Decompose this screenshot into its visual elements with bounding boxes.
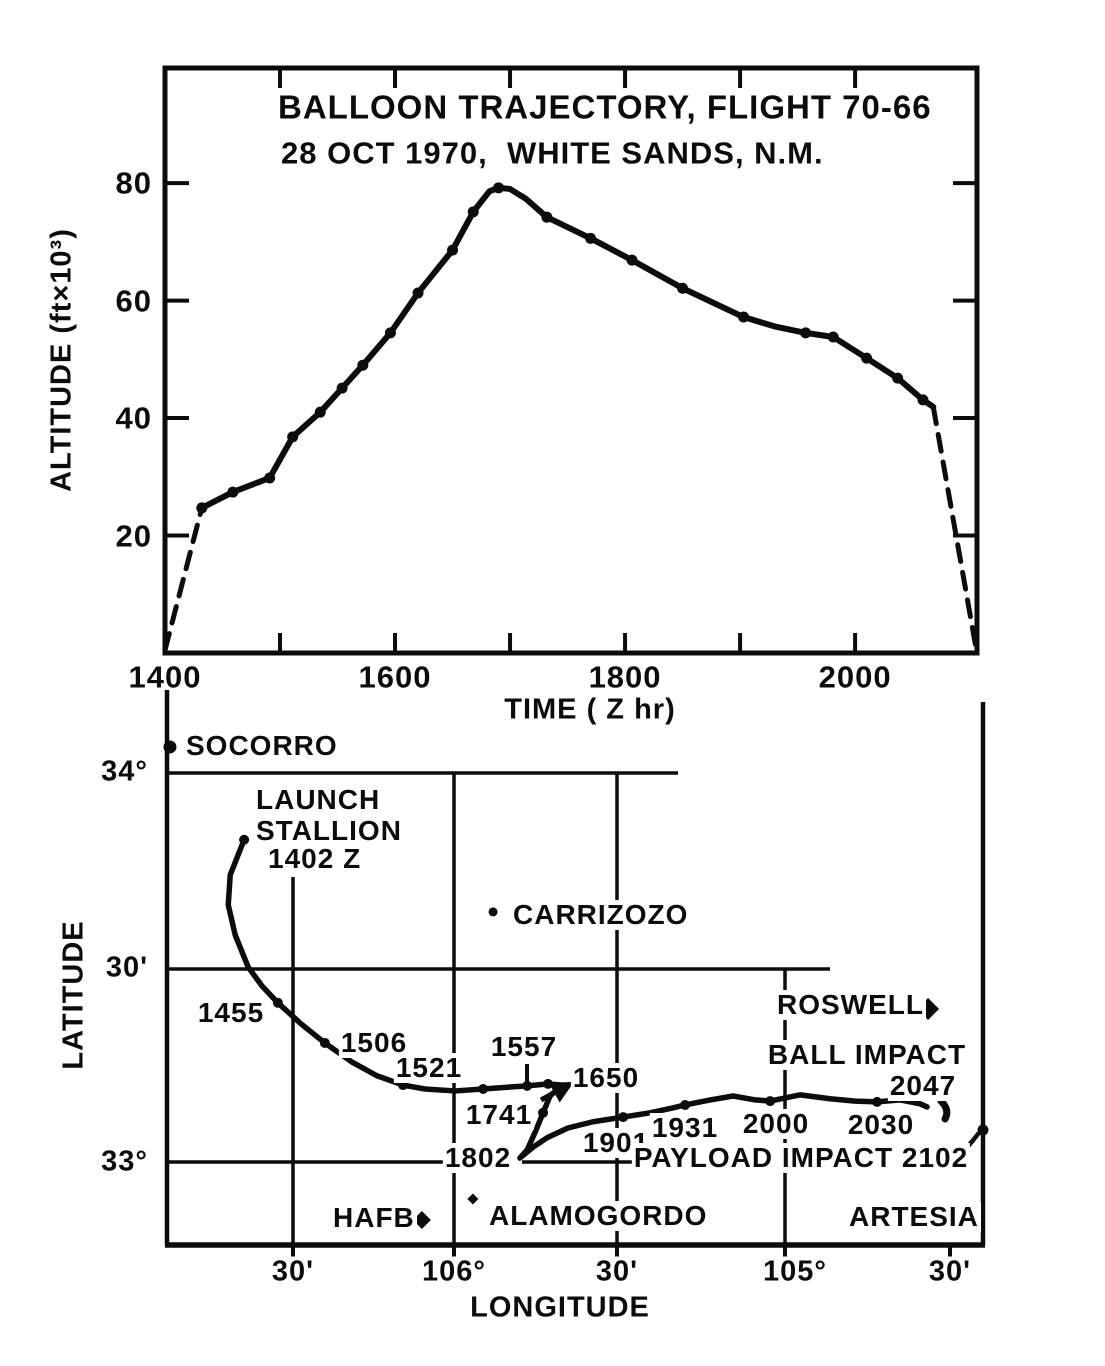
track-data-point — [319, 1037, 330, 1048]
track-data-point — [543, 1078, 554, 1089]
waypoint-time-label: 2030 — [845, 1109, 917, 1140]
figure-title-line2: 28 OCT 1970, WHITE SANDS, N.M. — [281, 135, 824, 171]
time-tick-label: 1800 — [588, 659, 662, 695]
altitude-data-point — [314, 406, 326, 418]
altitude-data-point — [541, 211, 553, 223]
launch-annotation-line: LAUNCH — [256, 784, 381, 815]
waypoint-time-label: 1650 — [570, 1062, 642, 1093]
track-data-point — [522, 1080, 533, 1091]
town-marker-diamond — [412, 1211, 431, 1230]
town-label-carrizozo: CARRIZOZO — [511, 899, 691, 930]
altitude-axis-title: ALTITUDE (ft×10³) — [45, 228, 78, 492]
altitude-data-point — [892, 372, 904, 384]
time-tick-label: 2000 — [818, 659, 892, 695]
track-data-point — [872, 1096, 883, 1107]
altitude-tick-label: 40 — [115, 400, 152, 436]
altitude-ascent-dashed — [162, 505, 205, 653]
launch-annotation-line: 1402 Z — [268, 843, 362, 874]
altitude-chart-frame — [162, 65, 980, 656]
town-label-socorro: SOCORRO — [184, 730, 340, 761]
time-tick-label: 1600 — [358, 659, 432, 695]
payload-impact-point — [977, 1124, 989, 1136]
latitude-tick-label: 30' — [103, 951, 150, 984]
waypoint-time-label: 2000 — [740, 1108, 812, 1139]
longitude-tick-label: 30' — [926, 1255, 974, 1288]
latitude-axis-title: LATITUDE — [57, 920, 90, 1070]
town-label-roswell: ROSWELL — [775, 989, 926, 1020]
altitude-data-point — [585, 232, 597, 244]
altitude-data-point — [357, 359, 369, 371]
time-tick-label: 1400 — [128, 659, 202, 695]
track-data-point — [765, 1096, 776, 1107]
altitude-data-point — [677, 282, 689, 294]
town-label-artesia: ARTESIA — [847, 1201, 981, 1232]
altitude-flight-solid — [198, 184, 937, 511]
longitude-tick-label: 30' — [593, 1255, 641, 1288]
town-label-alamogordo: ALAMOGORDO — [487, 1200, 710, 1231]
waypoint-time-label: 1455 — [195, 997, 267, 1028]
altitude-data-point — [800, 327, 812, 339]
longitude-tick-label: 106° — [420, 1255, 488, 1288]
turnaround-arrow — [539, 1081, 574, 1103]
ball-impact-time-label: 2047 — [887, 1070, 959, 1101]
altitude-data-point — [412, 287, 424, 299]
latitude-tick-label: 34° — [99, 755, 150, 788]
track-data-point — [239, 834, 250, 845]
figure-title-line1: BALLOON TRAJECTORY, FLIGHT 70-66 — [278, 88, 932, 126]
town-marker-diamond — [467, 1193, 479, 1205]
altitude-data-point — [196, 502, 208, 514]
track-data-point — [538, 1107, 549, 1118]
altitude-descent-dashed — [930, 404, 979, 650]
town-marker-dot — [488, 907, 498, 917]
altitude-tick-label: 60 — [115, 283, 152, 319]
altitude-data-point — [626, 254, 638, 266]
time-axis-title: TIME ( Z hr) — [504, 693, 676, 726]
altitude-data-point — [493, 182, 505, 194]
track-data-point — [478, 1083, 489, 1094]
latitude-tick-label: 33° — [99, 1145, 150, 1178]
payload-impact-label: PAYLOAD IMPACT 2102 — [631, 1142, 971, 1173]
longitude-axis-title: LONGITUDE — [470, 1291, 650, 1324]
altitude-data-point — [827, 331, 839, 343]
altitude-data-point — [336, 382, 348, 394]
altitude-data-point — [227, 486, 239, 498]
altitude-data-point — [738, 311, 750, 323]
altitude-data-point — [447, 244, 459, 256]
altitude-data-point — [287, 431, 299, 443]
ball-impact-mark — [937, 1097, 951, 1123]
town-label-hafb: HAFB — [331, 1202, 417, 1233]
ball-impact-label: BALL IMPACT — [765, 1039, 969, 1070]
altitude-data-point — [917, 394, 929, 406]
track-data-point — [272, 997, 283, 1008]
waypoint-time-label: 1521 — [393, 1052, 465, 1083]
track-data-point — [680, 1099, 691, 1110]
altitude-tick-label: 20 — [115, 518, 152, 554]
track-data-point — [618, 1112, 629, 1123]
altitude-data-point — [264, 472, 276, 484]
longitude-tick-label: 105° — [761, 1255, 829, 1288]
altitude-data-point — [384, 327, 396, 339]
altitude-data-point — [861, 352, 873, 364]
waypoint-time-label: 1802 — [442, 1142, 514, 1173]
altitude-tick-label: 80 — [115, 165, 152, 201]
waypoint-time-label: 1741 — [463, 1099, 535, 1130]
waypoint-time-label: 1931 — [649, 1112, 721, 1143]
launch-annotation-line: STALLION — [256, 815, 402, 846]
waypoint-time-label: 1557 — [488, 1031, 560, 1062]
longitude-tick-label: 30' — [269, 1255, 317, 1288]
town-marker-dot — [163, 740, 177, 754]
altitude-data-point — [467, 206, 479, 218]
